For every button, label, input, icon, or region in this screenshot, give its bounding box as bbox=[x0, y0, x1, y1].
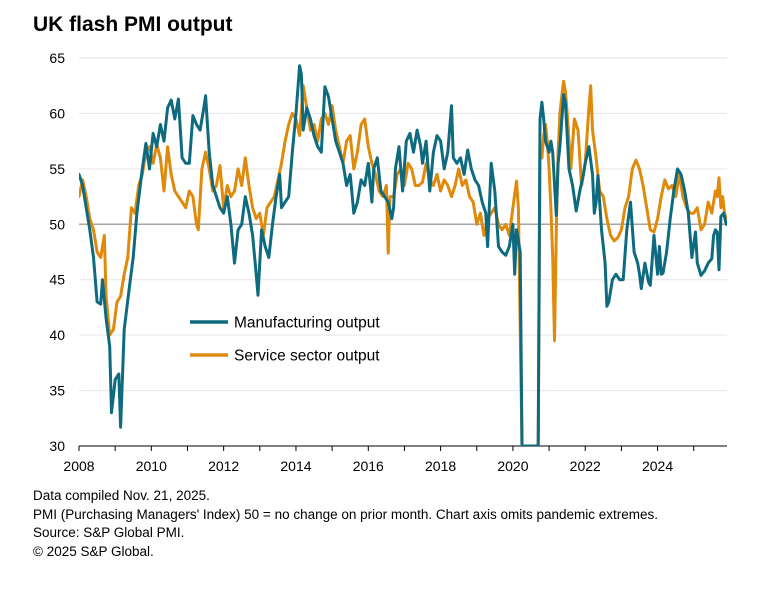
x-tick-label: 2022 bbox=[570, 458, 601, 474]
note-source: Source: S&P Global PMI. bbox=[33, 525, 185, 540]
y-tick-label: 55 bbox=[49, 161, 65, 177]
y-tick-label: 50 bbox=[49, 216, 65, 232]
y-tick-label: 30 bbox=[49, 438, 65, 454]
legend: Manufacturing output Service sector outpu… bbox=[190, 315, 380, 365]
x-tick-label: 2010 bbox=[136, 458, 167, 474]
y-tick-label: 60 bbox=[49, 105, 65, 121]
chart-title: UK flash PMI output bbox=[33, 13, 233, 36]
note-copyright: © 2025 S&P Global. bbox=[33, 543, 154, 559]
series-lines bbox=[79, 64, 727, 446]
y-tick-label: 35 bbox=[49, 383, 65, 399]
x-tick-label: 2024 bbox=[642, 458, 673, 474]
y-tick-label: 40 bbox=[49, 327, 65, 343]
legend-label-manufacturing: Manufacturing output bbox=[234, 315, 380, 332]
manufacturing-output-line bbox=[79, 64, 727, 446]
x-axis-labels: 2008 2010 2012 2014 2016 2018 2020 2022 2024 bbox=[63, 458, 673, 474]
service-sector-output-line bbox=[79, 79, 727, 446]
note-pmi-definition: PMI (Purchasing Managers' Index) 50 = no… bbox=[33, 506, 659, 522]
footnotes: Data compiled Nov. 21, 2025. PMI (Purcha… bbox=[33, 487, 658, 561]
note-date-compiled: Data compiled Nov. 21, 2025. bbox=[33, 488, 210, 503]
x-axis-ticks bbox=[78, 446, 695, 451]
x-tick-label: 2012 bbox=[208, 458, 239, 474]
x-tick-label: 2008 bbox=[63, 458, 94, 474]
line-chart: 30 35 40 45 50 55 60 65 2008 2010 2012 2014 2016 201… bbox=[49, 50, 727, 474]
x-tick-label: 2020 bbox=[497, 458, 528, 474]
x-tick-label: 2016 bbox=[353, 458, 384, 474]
x-tick-label: 2014 bbox=[280, 458, 311, 474]
y-tick-label: 45 bbox=[49, 272, 65, 288]
legend-label-services: Service sector output bbox=[234, 348, 380, 365]
y-tick-label: 65 bbox=[49, 50, 65, 66]
x-tick-label: 2018 bbox=[425, 458, 456, 474]
y-axis-labels: 30 35 40 45 50 55 60 65 bbox=[49, 50, 65, 454]
